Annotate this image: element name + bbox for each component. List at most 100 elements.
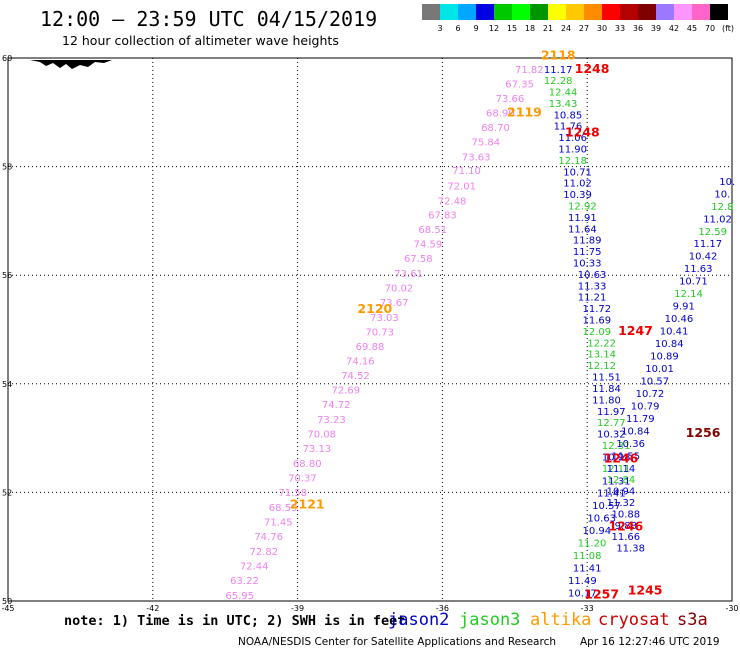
wave-height-value: 11.76 <box>554 122 583 133</box>
wave-height-value: 10.57 <box>640 376 669 387</box>
color-swatch <box>692 4 710 20</box>
footer-timestamp: Apr 16 12:27:46 UTC 2019 <box>580 636 720 648</box>
pass-label: 1248 <box>575 61 610 76</box>
pass-label: 1247 <box>618 323 653 338</box>
color-scale-tick: 6 <box>455 24 460 33</box>
wave-height-value: 11.49 <box>568 576 597 587</box>
lat-tick-label: 60 <box>2 54 12 63</box>
lon-tick-label: -45 <box>1 604 14 613</box>
wave-height-value: 12.59 <box>698 227 727 238</box>
color-scale-tick: 45 <box>687 24 697 33</box>
pass-label: 2121 <box>290 497 325 512</box>
wave-height-value: 11.20 <box>578 539 607 550</box>
wave-height-value: 11.17 <box>544 65 573 76</box>
wave-height-value: 70.08 <box>307 430 336 441</box>
lon-tick-label: -39 <box>291 604 304 613</box>
wave-height-value: 74.16 <box>346 356 375 367</box>
wave-height-value: 67.58 <box>404 254 433 265</box>
pass-label: 1245 <box>628 582 663 597</box>
wave-height-value: 11.17 <box>694 239 723 250</box>
wave-height-value: 12.12 <box>587 361 616 372</box>
wave-height-value: 12.31 <box>602 441 631 452</box>
lat-tick-label: 54 <box>2 380 12 389</box>
satellite-tracks: 71.82 67.35 73.66 68.90 68.70 75.84 73.63 71.10… <box>225 65 735 602</box>
map-title: 12:00 — 23:59 UTC 04/15/2019 <box>40 7 377 31</box>
wave-height-value: 10. <box>714 190 730 201</box>
lat-tick-label: 50 <box>2 597 12 606</box>
wave-height-value: 11.64 <box>568 224 597 235</box>
wave-height-value: 10.33 <box>573 259 602 270</box>
wave-height-value: 67.83 <box>428 211 457 222</box>
wave-height-value: 10.79 <box>631 401 660 412</box>
color-scale-legend: 3 6 9 12 15 18 21 24 27 30 33 36 39 42 45 70 (ft) <box>422 4 734 33</box>
color-swatch <box>422 4 440 20</box>
wave-height-value: 73.13 <box>303 444 332 455</box>
lat-tick-label: 58 <box>2 163 12 172</box>
wave-height-value: 12.84 <box>607 475 636 486</box>
wave-height-value: 63.22 <box>230 576 259 587</box>
lon-tick-label: -36 <box>436 604 449 613</box>
wave-height-value: 10.63 <box>578 270 607 281</box>
color-swatch <box>602 4 620 20</box>
wave-height-value: 11.32 <box>607 498 636 509</box>
wave-height-value: 11.02 <box>703 215 732 226</box>
wave-height-value: 10.57 <box>592 501 621 512</box>
wave-height-value: 11.79 <box>626 414 655 425</box>
color-scale-tick: 42 <box>669 24 679 33</box>
legend-cryosat: cryosat <box>598 610 670 630</box>
wave-height-value: 70.37 <box>288 474 317 485</box>
color-scale-tick: 39 <box>651 24 661 33</box>
wave-height-value: 10.01 <box>645 364 674 375</box>
wave-height-value: 74.72 <box>322 400 351 411</box>
wave-height-value: 67.35 <box>505 79 534 90</box>
wave-height-value: 12.14 <box>674 289 703 300</box>
pass-label: 2118 <box>541 48 576 63</box>
pass-label: 1246 <box>604 451 639 466</box>
color-scale-unit: (ft) <box>722 24 734 33</box>
color-swatch <box>458 4 476 20</box>
wave-height-value: 10.71 <box>679 276 708 287</box>
wave-height-value: 10.17 <box>568 589 597 600</box>
color-swatch <box>584 4 602 20</box>
color-scale-tick: 36 <box>633 24 643 33</box>
wave-height-value: 73.03 <box>370 313 399 324</box>
wave-height-value: 11.33 <box>578 281 607 292</box>
lat-tick-label: 56 <box>2 271 12 280</box>
wave-height-value: 10.32 <box>597 430 626 441</box>
wave-height-value: 11.84 <box>592 384 621 395</box>
wave-height-value: 10.39 <box>563 190 592 201</box>
wave-height-value: 11.08 <box>573 551 602 562</box>
color-swatch <box>656 4 674 20</box>
wave-height-value: 10.84 <box>621 426 650 437</box>
wave-height-value: 11.63 <box>684 264 713 275</box>
pass-label: 2120 <box>357 301 392 316</box>
wave-height-value: 12.22 <box>587 338 616 349</box>
color-swatch <box>674 4 692 20</box>
color-swatch <box>620 4 638 20</box>
wave-height-value: 12.18 <box>558 156 587 167</box>
wave-height-value: 11.55 <box>611 451 640 462</box>
wave-height-value: 11.41 <box>597 489 626 500</box>
wave-height-value: 13.14 <box>587 350 616 361</box>
wave-height-value: 68.59 <box>269 503 298 514</box>
color-swatch <box>476 4 494 20</box>
wave-height-value: 11.06 <box>558 133 587 144</box>
wave-height-value: 70.02 <box>385 283 414 294</box>
wave-height-value: 11.72 <box>583 304 612 315</box>
wave-height-value: 10.85 <box>554 110 583 121</box>
wave-height-value: 10.41 <box>660 326 689 337</box>
wave-height-value: 11.91 <box>568 213 597 224</box>
wave-height-value: 11.69 <box>583 316 612 327</box>
pass-label: 2119 <box>507 105 542 120</box>
wave-height-value: 11.90 <box>558 144 587 155</box>
wave-height-value: 72.69 <box>332 386 361 397</box>
wave-height-value: 73.23 <box>317 415 346 426</box>
wave-height-value: 69.88 <box>356 342 385 353</box>
color-swatch <box>638 4 656 20</box>
lon-tick-label: -33 <box>581 604 594 613</box>
wave-height-value: 11.66 <box>611 532 640 543</box>
pass-label: 1246 <box>608 518 643 533</box>
wave-height-value: 11.14 <box>607 464 636 475</box>
color-scale-tick: 27 <box>579 24 589 33</box>
wave-height-value: 72.82 <box>249 547 278 558</box>
